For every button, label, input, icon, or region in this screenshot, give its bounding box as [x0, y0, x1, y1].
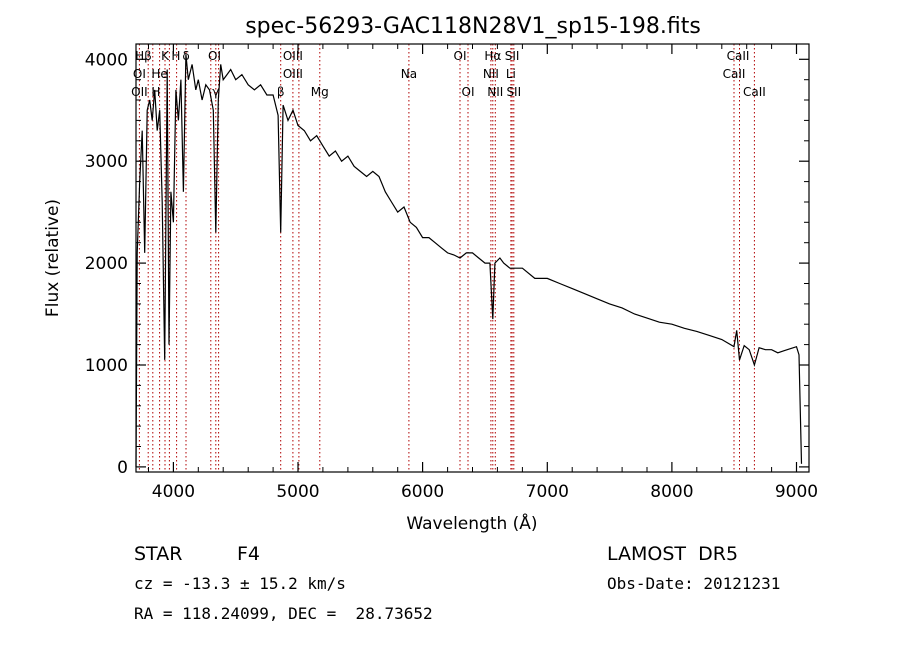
line-label: OI — [208, 49, 221, 63]
x-tick-label: 9000 — [775, 482, 818, 502]
line-label: Hα — [484, 49, 501, 63]
y-tick-label: 2000 — [85, 254, 128, 274]
x-tick-label: 8000 — [650, 482, 693, 502]
velocity-text: cz = -13.3 ± 15.2 km/s — [134, 574, 346, 593]
line-label: H — [171, 49, 180, 63]
line-label: OIII — [283, 49, 303, 63]
line-label: CaII — [743, 85, 766, 99]
y-tick-label: 0 — [117, 458, 128, 478]
coordinates-text: RA = 118.24099, DEC = 28.73652 — [134, 604, 433, 623]
line-label: Mg — [311, 85, 329, 99]
line-label: CaII — [723, 67, 746, 81]
object-subclass: F4 — [237, 543, 260, 565]
plot-frame — [135, 43, 810, 473]
line-label: OI — [462, 85, 475, 99]
y-tick-label: 1000 — [85, 356, 128, 376]
x-axis: 4000 5000 6000 7000 8000 9000 — [148, 44, 818, 502]
obs-date: Obs-Date: 20121231 — [607, 574, 780, 593]
line-label: NII — [487, 85, 503, 99]
line-label: NII — [483, 67, 499, 81]
x-axis-label: Wavelength (Å) — [406, 512, 537, 534]
line-label: H — [151, 85, 160, 99]
survey-name: LAMOST DR5 — [607, 543, 738, 565]
y-axis-label: Flux (relative) — [43, 199, 63, 317]
x-tick-label: 4000 — [152, 482, 195, 502]
line-label: SII — [506, 85, 521, 99]
line-marker-layer — [138, 44, 755, 472]
x-tick-label: 5000 — [276, 482, 319, 502]
line-label: Na — [401, 67, 417, 81]
line-label: Hβ — [135, 49, 152, 63]
chart-title: spec-56293-GAC118N28V1_sp15-198.fits — [245, 14, 701, 39]
line-label: OI — [133, 67, 146, 81]
line-label: OIII — [283, 67, 303, 81]
object-type: STAR — [134, 543, 182, 565]
line-label: OII — [131, 85, 148, 99]
x-tick-label: 7000 — [526, 482, 569, 502]
y-tick-label: 4000 — [85, 50, 128, 70]
line-label: K — [161, 49, 170, 63]
line-label: SII — [505, 49, 520, 63]
line-label: β — [277, 85, 285, 99]
line-label: γ — [212, 85, 219, 99]
x-tick-label: 6000 — [401, 482, 444, 502]
spectrum-line — [135, 54, 803, 467]
line-label: He — [151, 67, 167, 81]
line-label: Li — [506, 67, 516, 81]
y-axis: 0 1000 2000 3000 4000 — [85, 50, 809, 478]
line-label: OI — [454, 49, 467, 63]
line-label: CaII — [727, 49, 750, 63]
y-tick-label: 3000 — [85, 152, 128, 172]
